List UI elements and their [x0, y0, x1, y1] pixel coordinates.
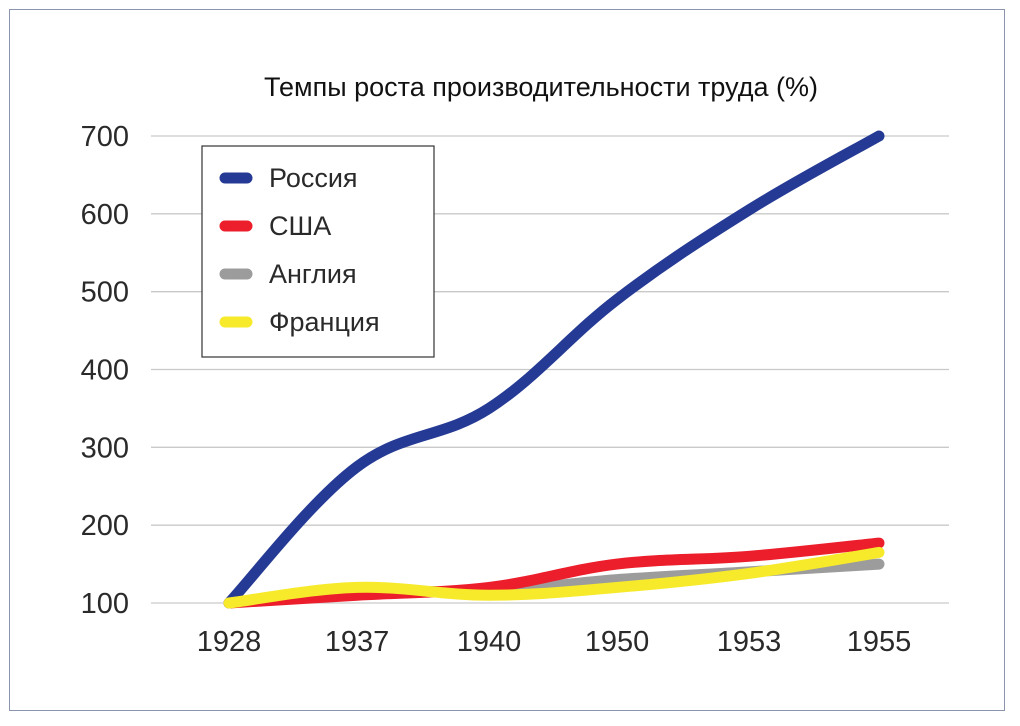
x-axis-ticks: 1928 1937 1940 1950 1953 1955: [197, 626, 912, 658]
y-tick-label: 600: [81, 199, 129, 231]
x-tick-label: 1937: [325, 626, 390, 658]
y-tick-label: 300: [81, 432, 129, 464]
y-tick-label: 100: [81, 588, 129, 620]
x-tick-label: 1928: [197, 626, 262, 658]
chart-title: Темпы роста производительности труда (%): [264, 72, 818, 102]
legend: Россия США Англия Франция: [202, 146, 434, 357]
x-tick-label: 1955: [847, 626, 912, 658]
y-tick-label: 400: [81, 355, 129, 387]
x-tick-label: 1950: [585, 626, 650, 658]
y-tick-label: 700: [81, 121, 129, 153]
legend-label: США: [269, 211, 331, 241]
y-tick-label: 200: [81, 510, 129, 542]
legend-label: Англия: [269, 259, 357, 289]
legend-label: Франция: [269, 307, 380, 337]
x-tick-label: 1940: [457, 626, 522, 658]
y-tick-label: 500: [81, 277, 129, 309]
x-tick-label: 1953: [717, 626, 782, 658]
y-axis-ticks: 100 200 300 400 500 600 700: [81, 121, 129, 620]
legend-label: Россия: [269, 163, 358, 193]
chart-frame: Темпы роста производительности труда (%)…: [9, 9, 1005, 711]
